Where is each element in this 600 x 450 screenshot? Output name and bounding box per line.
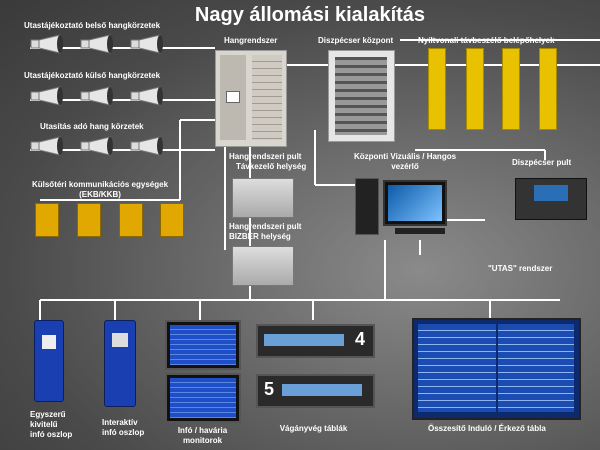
dispatch-center-cabinet — [328, 50, 395, 142]
open-line-phone-post — [428, 48, 446, 130]
horn-speaker — [130, 136, 164, 156]
open-line-label: Nyíltvonali távbeszélő belépőhelyek — [418, 36, 555, 45]
computer-tower — [355, 178, 379, 235]
central-controller-label-1: Központi Vizuális / Hangos — [353, 152, 457, 161]
horn-speaker — [30, 34, 64, 54]
track-number: 5 — [264, 379, 275, 399]
kiosk-simple-label-2: kivitelű — [30, 420, 58, 429]
ekb-label-line2: (EKB/KKB) — [79, 190, 121, 199]
track-number: 4 — [354, 329, 365, 349]
pa-desk-remote-label-1: Hangrendszeri pult — [229, 152, 302, 161]
open-line-phone-post — [502, 48, 520, 130]
pa-system-rack — [215, 50, 287, 147]
interactive-info-kiosk — [104, 320, 136, 407]
ekb-label-line1: Külsőtéri kommunikációs egységek — [31, 180, 169, 189]
horn-speaker — [30, 136, 64, 156]
ekb-unit — [160, 203, 184, 237]
ekb-unit — [119, 203, 143, 237]
pa-desk-local-label-2: BIZBER helység — [229, 232, 291, 241]
dispatch-center-label: Diszpécser központ — [318, 36, 394, 45]
pa-desk-remote-label-2: Távkezelő helység — [236, 162, 307, 171]
inner-speakers-label: Utastájékoztató belső hangkörzetek — [24, 21, 161, 30]
outer-speakers-label: Utastájékoztató külső hangkörzetek — [24, 71, 161, 80]
summary-board — [412, 318, 581, 420]
pa-system-label: Hangrendszer — [224, 36, 278, 45]
info-monitor — [165, 320, 241, 370]
open-line-phone-post — [466, 48, 484, 130]
horn-speaker — [30, 86, 64, 106]
simple-info-kiosk — [34, 320, 64, 402]
info-monitor — [165, 373, 241, 423]
page-title: Nagy állomási kialakítás — [194, 4, 426, 26]
pa-desk-local — [232, 246, 294, 286]
horn-speaker — [130, 34, 164, 54]
keyboard — [395, 228, 445, 234]
kiosk-simple-label-3: infó oszlop — [30, 430, 73, 439]
ekb-unit — [77, 203, 101, 237]
horn-speaker — [80, 86, 114, 106]
dispatch-desk-label: Diszpécser pult — [512, 158, 572, 167]
utas-system-label: "UTAS" rendszer — [488, 264, 553, 273]
horn-speaker — [80, 34, 114, 54]
horn-speaker — [130, 86, 164, 106]
open-line-phone-post — [539, 48, 557, 130]
dispatch-desk — [515, 178, 587, 220]
pa-desk-remote — [232, 178, 294, 218]
pa-desk-local-label-1: Hangrendszeri pult — [229, 222, 302, 231]
central-controller-label-2: vezérlő — [391, 162, 419, 171]
kiosk-interactive-label-1: Interaktív — [102, 418, 138, 427]
track-board: 4 — [256, 324, 375, 358]
kiosk-simple-label-1: Egyszerű — [30, 410, 66, 419]
summary-board-label: Összesítő Induló / Érkező tábla — [428, 424, 546, 433]
kiosk-interactive-label-2: infó oszlop — [102, 428, 145, 437]
horn-speaker — [80, 136, 114, 156]
track-board: 5 — [256, 374, 375, 408]
track-boards-label: Vágányvég táblák — [279, 424, 348, 433]
monitors-label-2: monitorok — [182, 436, 223, 445]
announce-zone-label: Utasítás adó hang körzetek — [40, 122, 144, 131]
ekb-unit — [35, 203, 59, 237]
monitors-label-1: Infó / havária — [177, 426, 228, 435]
computer-monitor — [383, 180, 447, 226]
